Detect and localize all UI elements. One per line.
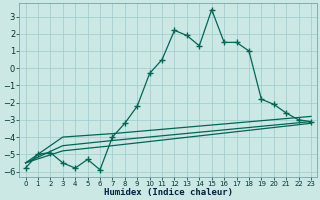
X-axis label: Humidex (Indice chaleur): Humidex (Indice chaleur) — [104, 188, 233, 197]
